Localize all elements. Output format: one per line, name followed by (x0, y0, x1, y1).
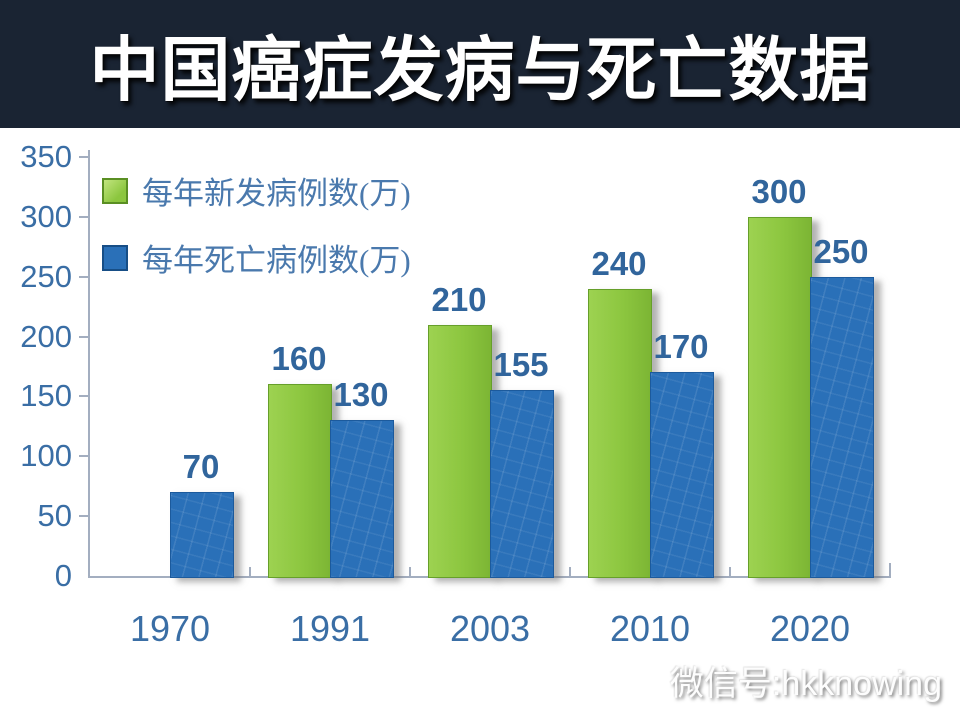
legend-label-new-cases: 每年新发病例数(万) (142, 176, 411, 211)
x-axis-category-label: 2010 (609, 608, 691, 649)
bar-value-label: 170 (653, 328, 709, 365)
legend-swatch-deaths-icon (102, 244, 128, 271)
bar-value-label: 130 (333, 376, 389, 413)
legend-swatch-new-cases-icon (102, 177, 128, 204)
y-axis-tick (79, 215, 88, 218)
bar-new-cases (268, 384, 332, 578)
x-axis-tick (729, 567, 731, 577)
title-band: 中国癌症发病与死亡数据 (0, 0, 960, 128)
y-axis-tick-label: 50 (37, 498, 72, 534)
y-axis-tick (79, 455, 88, 458)
bar-value-label: 155 (493, 346, 549, 383)
y-axis-tick (79, 156, 88, 158)
x-axis-tick (569, 567, 571, 577)
bar-value-label: 210 (431, 281, 487, 318)
y-axis-tick-label: 250 (20, 258, 72, 294)
bar-deaths (650, 372, 714, 578)
y-axis-tick (79, 515, 88, 518)
x-axis-category-label: 1970 (129, 608, 211, 649)
bar-new-cases (588, 289, 652, 578)
x-axis-category-label: 1991 (289, 608, 371, 649)
page-title: 中国癌症发病与死亡数据 (89, 30, 871, 109)
y-axis-tick-label: 150 (20, 378, 72, 414)
y-axis-line (88, 150, 90, 577)
bar-new-cases (748, 217, 812, 578)
y-axis-tick-label: 100 (20, 438, 72, 474)
y-axis-tick-label: 200 (20, 318, 72, 354)
bar-deaths (330, 420, 394, 578)
legend-label-deaths: 每年死亡病例数(万) (142, 243, 411, 278)
y-axis-tick-label: 350 (20, 139, 72, 174)
bar-deaths (170, 492, 234, 578)
y-axis-tick-label: 300 (20, 198, 72, 234)
x-axis-category-label: 2020 (769, 608, 851, 649)
bar-value-label: 240 (591, 245, 647, 282)
watermark-wechat-id: 微信号:hkknowing (669, 665, 942, 703)
bar-value-label: 70 (182, 448, 220, 485)
x-axis-tick (249, 567, 251, 577)
x-axis-endcap (889, 563, 891, 577)
y-axis-tick (79, 275, 88, 278)
bar-deaths (490, 390, 554, 578)
bar-value-label: 300 (751, 173, 807, 210)
legend-item-deaths: 每年死亡病例数(万) (102, 235, 411, 280)
y-axis-tick (79, 395, 88, 398)
x-axis-category-label: 2003 (449, 608, 531, 649)
legend: 每年新发病例数(万) 每年死亡病例数(万) (102, 168, 411, 280)
bar-value-label: 250 (813, 233, 869, 270)
x-axis-tick (409, 567, 411, 577)
legend-item-new-cases: 每年新发病例数(万) (102, 168, 411, 213)
bar-deaths (810, 277, 874, 578)
y-axis-tick-label: 0 (54, 558, 72, 593)
bar-value-label: 160 (271, 340, 327, 377)
y-axis-tick (79, 335, 88, 338)
